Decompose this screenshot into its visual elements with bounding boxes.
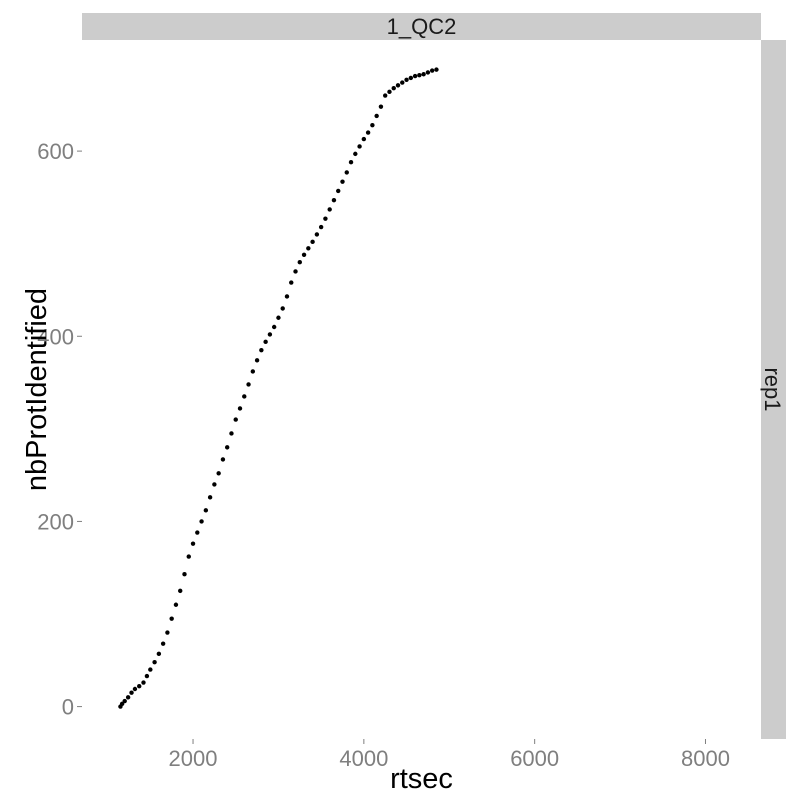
- data-point: [148, 667, 153, 672]
- data-point: [344, 170, 349, 175]
- data-point: [327, 207, 332, 212]
- data-point: [141, 680, 146, 685]
- x-tick-label: 4000: [339, 746, 388, 771]
- data-point: [314, 232, 320, 237]
- data-point: [220, 457, 226, 462]
- data-point: [357, 144, 362, 149]
- y-tick-label: 200: [37, 509, 74, 534]
- data-point: [186, 554, 191, 559]
- data-point: [306, 246, 311, 251]
- data-point: [137, 684, 142, 689]
- data-point: [212, 482, 217, 487]
- data-point: [207, 495, 213, 500]
- data-point: [122, 698, 127, 704]
- column-strip: [82, 13, 761, 40]
- data-point: [156, 651, 162, 657]
- data-point: [353, 151, 358, 157]
- row-strip: [761, 40, 786, 739]
- data-point: [229, 431, 234, 436]
- data-point: [310, 239, 315, 245]
- data-point: [199, 519, 204, 524]
- data-point: [216, 471, 221, 476]
- data-point: [152, 659, 157, 665]
- data-point: [280, 306, 285, 311]
- data-point: [125, 695, 131, 700]
- data-point: [297, 259, 302, 265]
- data-point: [224, 445, 230, 450]
- x-tick-label: 6000: [510, 746, 559, 771]
- data-point: [195, 530, 200, 535]
- x-tick-label: 8000: [681, 746, 730, 771]
- data-point: [404, 77, 409, 83]
- data-point: [370, 122, 375, 128]
- data-point: [132, 686, 138, 692]
- data-point: [365, 130, 371, 135]
- y-axis: 0 200 400 600: [37, 139, 82, 720]
- data-point: [412, 73, 418, 79]
- data-point: [242, 394, 247, 399]
- data-point: [429, 68, 435, 73]
- data-point: [165, 630, 170, 635]
- data-point: [246, 382, 251, 387]
- data-point: [434, 67, 439, 72]
- y-tick-label: 0: [62, 695, 74, 720]
- y-axis-title: nbProtIdentified: [21, 288, 53, 491]
- data-point: [259, 347, 264, 353]
- data-point: [417, 72, 422, 78]
- y-tick-label: 400: [37, 324, 74, 349]
- data-point: [374, 113, 379, 119]
- data-point: [395, 83, 401, 88]
- data-point: [190, 541, 196, 546]
- data-point: [271, 324, 277, 330]
- data-point: [400, 80, 405, 85]
- data-point: [119, 701, 125, 707]
- data-point: [178, 588, 183, 594]
- x-axis: 2000 4000 6000 8000: [169, 739, 730, 771]
- data-point: [160, 641, 166, 646]
- y-tick-label: 600: [37, 139, 74, 164]
- data-point: [237, 406, 243, 411]
- data-point: [361, 136, 367, 142]
- data-point: [408, 75, 414, 81]
- data-points: [118, 67, 439, 709]
- data-point: [169, 616, 174, 621]
- data-point: [387, 89, 392, 95]
- data-point: [425, 70, 431, 75]
- column-strip-label: 1_QC2: [387, 14, 457, 39]
- data-point: [331, 197, 337, 203]
- x-axis-title: rtsec: [390, 763, 453, 795]
- data-point: [336, 188, 341, 194]
- data-point: [421, 72, 426, 77]
- data-point: [378, 104, 384, 109]
- data-point: [267, 332, 273, 337]
- data-point: [323, 216, 328, 221]
- data-point: [144, 673, 150, 679]
- x-tick-label: 2000: [169, 746, 218, 771]
- data-point: [348, 160, 354, 165]
- data-point: [318, 224, 324, 230]
- data-point: [340, 179, 345, 184]
- data-point: [289, 280, 294, 285]
- data-point: [284, 294, 290, 299]
- data-point: [254, 358, 260, 363]
- data-point: [383, 93, 388, 98]
- data-point: [182, 572, 187, 577]
- data-point: [129, 690, 134, 695]
- data-point: [391, 85, 396, 91]
- row-strip-label: rep1: [760, 367, 785, 411]
- data-point: [301, 252, 307, 257]
- data-point: [233, 417, 238, 422]
- data-point: [263, 339, 268, 345]
- data-point: [173, 602, 179, 607]
- data-point: [276, 315, 281, 320]
- data-point: [293, 269, 298, 274]
- data-point: [203, 508, 209, 513]
- data-point: [250, 369, 256, 374]
